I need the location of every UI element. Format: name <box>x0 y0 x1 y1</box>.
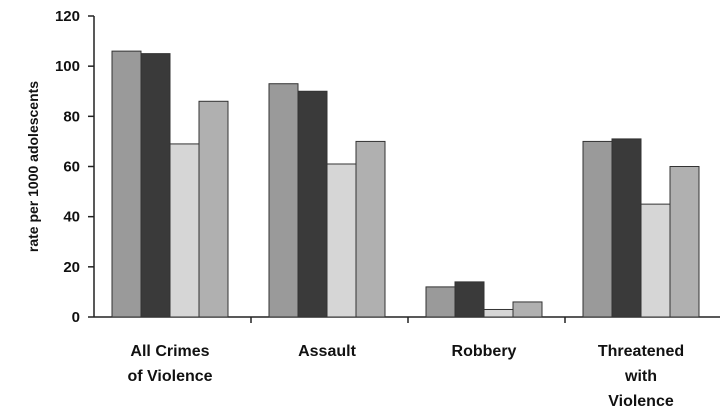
bars <box>111 50 700 318</box>
bar-series3-cat1 <box>169 143 200 318</box>
bar-series1-cat1 <box>111 50 142 318</box>
y-tick-label: 100 <box>55 58 80 75</box>
bar-series3-cat3 <box>483 308 514 318</box>
x-category-label: Threatened <box>598 343 684 360</box>
y-tick-label: 40 <box>63 209 80 226</box>
y-tick-label: 80 <box>63 108 80 125</box>
x-category-label: All Crimes <box>130 343 209 360</box>
bar-series4-cat2 <box>355 140 386 318</box>
y-tick-label: 20 <box>63 259 80 276</box>
bar-series4-cat4 <box>669 166 700 318</box>
y-tick-label: 120 <box>55 8 80 25</box>
bar-series2-cat2 <box>297 90 328 318</box>
bar-series2-cat3 <box>454 281 485 318</box>
bar-series2-cat1 <box>140 53 171 318</box>
x-category-label: Robbery <box>452 343 517 360</box>
x-category-label: of Violence <box>127 368 212 385</box>
y-tick-label: 60 <box>63 159 80 176</box>
bar-series1-cat2 <box>268 83 299 318</box>
x-category-label: with <box>624 368 657 385</box>
bar-series1-cat4 <box>582 140 613 318</box>
bar-series4-cat1 <box>198 100 229 318</box>
bar-series1-cat3 <box>425 286 456 318</box>
bar-series2-cat4 <box>611 138 642 318</box>
y-axis-label: rate per 1000 adolescents <box>25 81 41 252</box>
x-category-label: Violence <box>608 393 674 410</box>
x-category-label: Assault <box>298 343 356 360</box>
bar-series4-cat3 <box>512 301 543 318</box>
bar-series3-cat4 <box>640 203 671 318</box>
y-tick-label: 0 <box>72 309 80 326</box>
bar-series3-cat2 <box>326 163 357 318</box>
labels: 0 20 40 60 80 100 120 rate per 1000 adolescents… <box>25 8 684 410</box>
